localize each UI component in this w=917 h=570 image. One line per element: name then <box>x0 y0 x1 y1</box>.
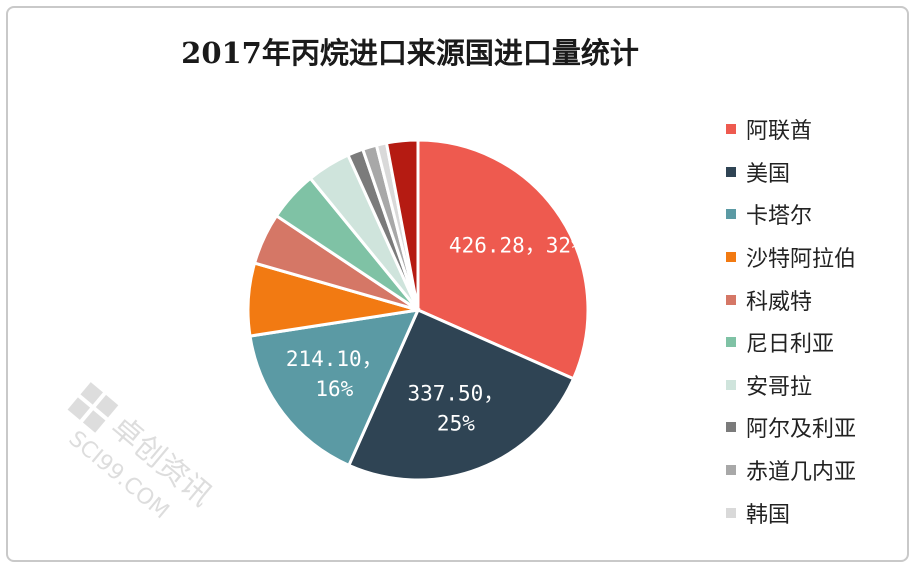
legend-label: 韩国 <box>746 502 791 528</box>
legend-swatch <box>726 422 736 433</box>
legend-label: 阿联酋 <box>746 119 813 145</box>
legend-item: 美国 <box>726 151 856 194</box>
slice-data-label: 214.10， 16% <box>286 347 383 401</box>
legend-swatch <box>726 209 736 220</box>
legend-swatch <box>726 124 736 135</box>
legend-item: 尼日利亚 <box>726 321 856 364</box>
legend-item: 安哥拉 <box>726 364 856 407</box>
chart-title: 2017年丙烷进口来源国进口量统计 <box>181 36 639 70</box>
legend-item: 韩国 <box>726 491 856 534</box>
legend-swatch <box>726 465 736 476</box>
pie-slice <box>384 138 420 311</box>
legend-item: 科威特 <box>726 278 856 321</box>
legend-item: 赤道几内亚 <box>726 449 856 492</box>
legend-label: 赤道几内亚 <box>746 460 857 486</box>
pie-slice <box>248 308 421 468</box>
legend-label: 阿尔及利亚 <box>746 417 857 443</box>
legend-swatch <box>726 379 736 390</box>
pie-slice <box>346 308 576 482</box>
legend-swatch <box>726 252 736 263</box>
legend-label: 科威特 <box>746 289 813 315</box>
legend-swatch <box>726 166 736 177</box>
legend-item: 沙特阿拉伯 <box>726 236 856 279</box>
slice-data-label: 426.28，32% <box>449 233 584 257</box>
legend: 阿联酋美国卡塔尔沙特阿拉伯科威特尼日利亚安哥拉阿尔及利亚赤道几内亚韩国 <box>726 108 856 534</box>
slice-data-label: 337.50， 25% <box>407 381 504 435</box>
legend-item: 阿联酋 <box>726 108 856 151</box>
legend-label: 安哥拉 <box>746 374 813 400</box>
legend-item: 卡塔尔 <box>726 193 856 236</box>
legend-label: 美国 <box>746 161 791 187</box>
legend-swatch <box>726 294 736 305</box>
legend-label: 尼日利亚 <box>746 332 835 358</box>
legend-item: 阿尔及利亚 <box>726 406 856 449</box>
pie-slice <box>416 138 590 381</box>
legend-swatch <box>726 337 736 348</box>
legend-swatch <box>726 507 736 518</box>
legend-label: 沙特阿拉伯 <box>746 247 857 273</box>
legend-label: 卡塔尔 <box>746 204 813 230</box>
watermark-logo: 卓创资讯 SCI99.COM <box>64 382 218 524</box>
